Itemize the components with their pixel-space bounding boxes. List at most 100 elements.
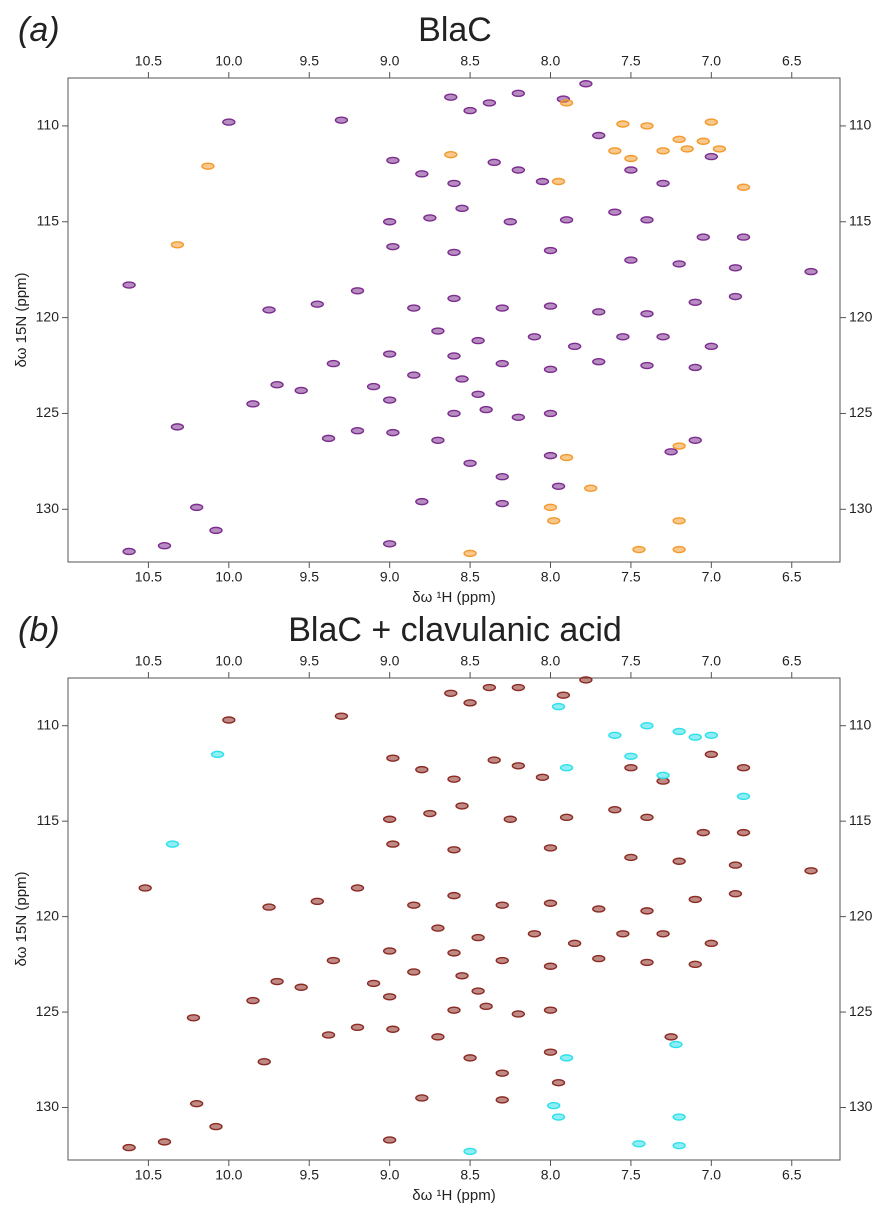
peak (382, 815, 397, 823)
peak (471, 390, 485, 398)
peak (656, 147, 670, 155)
x-tick-label: 10.5 (135, 53, 162, 69)
peak (804, 867, 818, 875)
peak (455, 802, 469, 810)
peak (138, 884, 152, 892)
peak (704, 731, 719, 739)
peak (463, 549, 477, 558)
peak (444, 93, 458, 101)
peak (350, 287, 365, 295)
peak (656, 930, 670, 938)
x-axis-label: δω ¹H (ppm) (412, 1187, 495, 1204)
peak (431, 436, 445, 444)
peak (543, 899, 558, 907)
peak (407, 901, 421, 909)
peak (672, 545, 686, 554)
peak (122, 547, 136, 556)
peak (632, 545, 646, 554)
peak (559, 99, 574, 107)
peak (447, 846, 461, 854)
peak (122, 281, 136, 289)
peak (201, 162, 215, 170)
peak (257, 1057, 271, 1066)
peak (543, 409, 558, 418)
x-tick-label: 8.0 (541, 653, 561, 669)
peak (407, 968, 421, 976)
y-axis-label: δω 15N (ppm) (13, 871, 30, 966)
peak (736, 828, 751, 837)
x-axis-label: δω ¹H (ppm) (412, 589, 495, 606)
y-tick-label: 115 (37, 212, 60, 228)
peak (209, 526, 223, 535)
peak (672, 1113, 686, 1121)
peak (444, 150, 458, 159)
peak (672, 1141, 686, 1150)
plot-frame (67, 77, 841, 563)
peak (535, 177, 550, 186)
x-tick-label: 9.0 (380, 1167, 400, 1183)
peak (157, 1138, 172, 1146)
peak (262, 306, 276, 314)
peak (624, 166, 638, 174)
peak (728, 264, 743, 272)
peak (463, 106, 477, 115)
peak (669, 1040, 683, 1049)
peak (455, 204, 469, 213)
peak (495, 359, 509, 368)
peak (415, 1094, 429, 1102)
peak (672, 857, 686, 865)
peak (366, 382, 381, 391)
peak (270, 977, 284, 986)
x-tick-label: 8.5 (460, 1167, 480, 1183)
peak (688, 298, 702, 306)
peak (415, 170, 429, 178)
peak (326, 956, 341, 965)
peak (656, 333, 670, 341)
peak (543, 844, 558, 852)
peak (559, 216, 574, 224)
peak (728, 292, 743, 301)
peak (592, 357, 606, 366)
peak (543, 1006, 558, 1014)
y-tick-label: 110 (849, 716, 872, 732)
peak (382, 540, 397, 548)
y-tick-label: 110 (849, 117, 872, 133)
peak (688, 436, 702, 444)
peak (222, 118, 236, 126)
peak (664, 1033, 678, 1041)
peak (294, 983, 308, 991)
y-tick-label: 120 (36, 308, 60, 324)
peak (704, 342, 719, 351)
peak (189, 503, 204, 512)
x-tick-label: 8.5 (460, 53, 480, 69)
peak (471, 933, 485, 942)
peak (447, 248, 461, 257)
x-tick-label: 7.5 (621, 569, 641, 585)
peak (310, 300, 324, 308)
x-tick-label: 7.5 (621, 1167, 641, 1183)
x-tick-label: 7.0 (702, 53, 722, 69)
peak (463, 1147, 477, 1156)
peak (688, 363, 702, 372)
peak (165, 840, 180, 848)
peak (334, 712, 349, 720)
x-tick-label: 7.0 (702, 653, 722, 669)
peak (608, 147, 622, 155)
peak (495, 1069, 509, 1077)
peak (736, 233, 751, 241)
peak (640, 361, 654, 370)
peak (511, 683, 526, 692)
x-tick-label: 6.5 (782, 53, 802, 69)
peak (592, 308, 606, 316)
peak (696, 828, 710, 837)
peak (482, 99, 497, 107)
peak (447, 1006, 461, 1014)
peak (386, 156, 400, 165)
peak (688, 733, 702, 741)
panel-label: (a) (18, 11, 60, 49)
peak (704, 118, 719, 126)
peak (624, 256, 638, 264)
peak (567, 342, 582, 351)
peak (415, 765, 429, 774)
